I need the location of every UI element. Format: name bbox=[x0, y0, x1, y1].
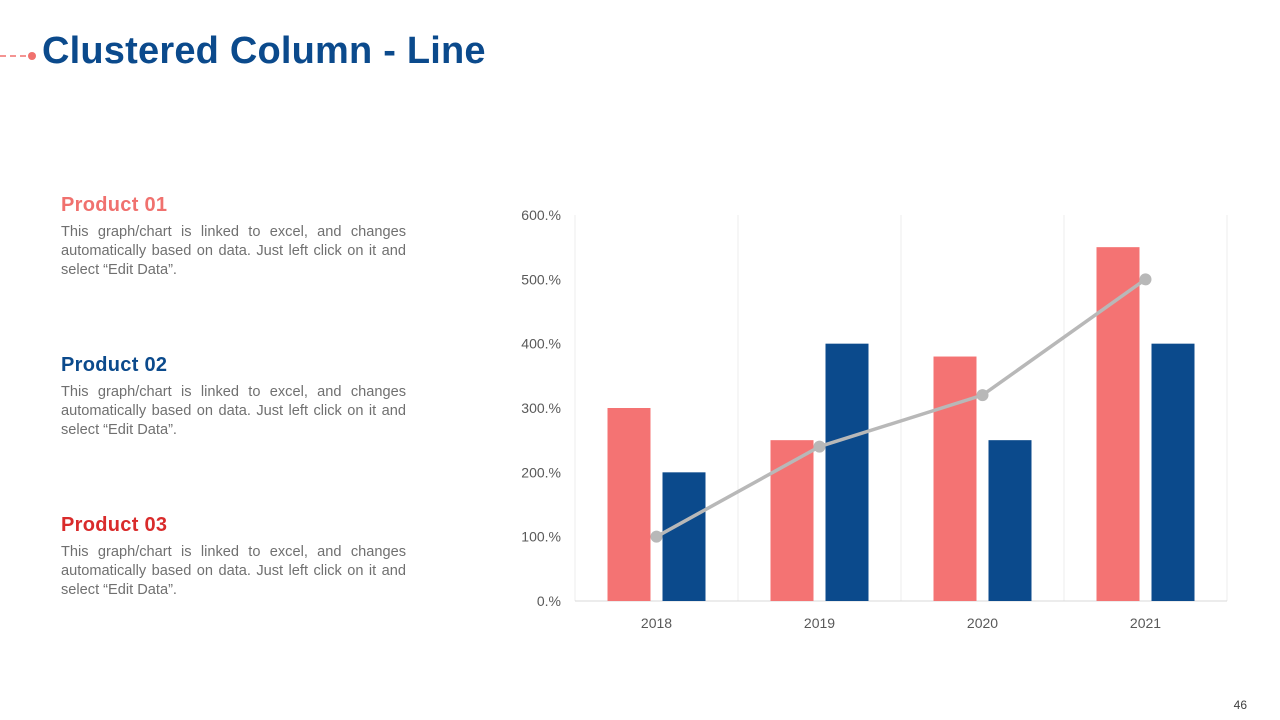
bar-product-01-2020 bbox=[933, 356, 977, 601]
product-title-2: Product 02 bbox=[61, 354, 168, 376]
product-description-1: This graph/chart is linked to excel, and… bbox=[61, 224, 406, 278]
bar-product-02-2018 bbox=[662, 472, 706, 601]
product-block-1: Product 01 This graph/chart is linked to… bbox=[61, 194, 406, 280]
y-tick-label: 600.% bbox=[521, 207, 561, 223]
y-tick-label: 400.% bbox=[521, 336, 561, 352]
y-tick-label: 500.% bbox=[521, 271, 561, 287]
title-decoration-icon bbox=[0, 52, 36, 60]
x-tick-label: 2020 bbox=[967, 615, 998, 631]
product-title-3: Product 03 bbox=[61, 514, 168, 536]
line-point-2020 bbox=[976, 389, 989, 402]
bar-product-01-2018 bbox=[607, 408, 651, 601]
product-title-1: Product 01 bbox=[61, 194, 168, 216]
x-tick-label: 2019 bbox=[804, 615, 835, 631]
page-number: 46 bbox=[1233, 698, 1247, 712]
line-series-product-03 bbox=[655, 277, 1147, 539]
y-tick-label: 0.% bbox=[537, 593, 561, 609]
x-tick-label: 2018 bbox=[641, 615, 672, 631]
bar-product-01-2019 bbox=[770, 440, 814, 601]
line-point-2019 bbox=[813, 440, 826, 453]
page-title: Clustered Column - Line bbox=[42, 30, 486, 72]
bar-product-02-2021 bbox=[1151, 343, 1195, 601]
x-tick-label: 2021 bbox=[1130, 615, 1161, 631]
bar-product-02-2020 bbox=[988, 440, 1032, 601]
line-point-2018 bbox=[650, 530, 663, 543]
product-description-3: This graph/chart is linked to excel, and… bbox=[61, 544, 406, 598]
y-tick-label: 300.% bbox=[521, 400, 561, 416]
y-tick-label: 200.% bbox=[521, 464, 561, 480]
product-block-3: Product 03 This graph/chart is linked to… bbox=[61, 514, 406, 600]
clustered-column-line-chart[interactable]: 0.% 100.% 200.% 300.% 400.% 500.% 600.% 2018 201… bbox=[500, 195, 1240, 645]
y-tick-label: 100.% bbox=[521, 529, 561, 545]
line-point-2021 bbox=[1139, 273, 1152, 286]
bar-product-01-2021 bbox=[1096, 247, 1140, 601]
product-block-2: Product 02 This graph/chart is linked to… bbox=[61, 354, 406, 440]
product-description-2: This graph/chart is linked to excel, and… bbox=[61, 384, 406, 438]
bar-product-02-2019 bbox=[825, 343, 869, 601]
